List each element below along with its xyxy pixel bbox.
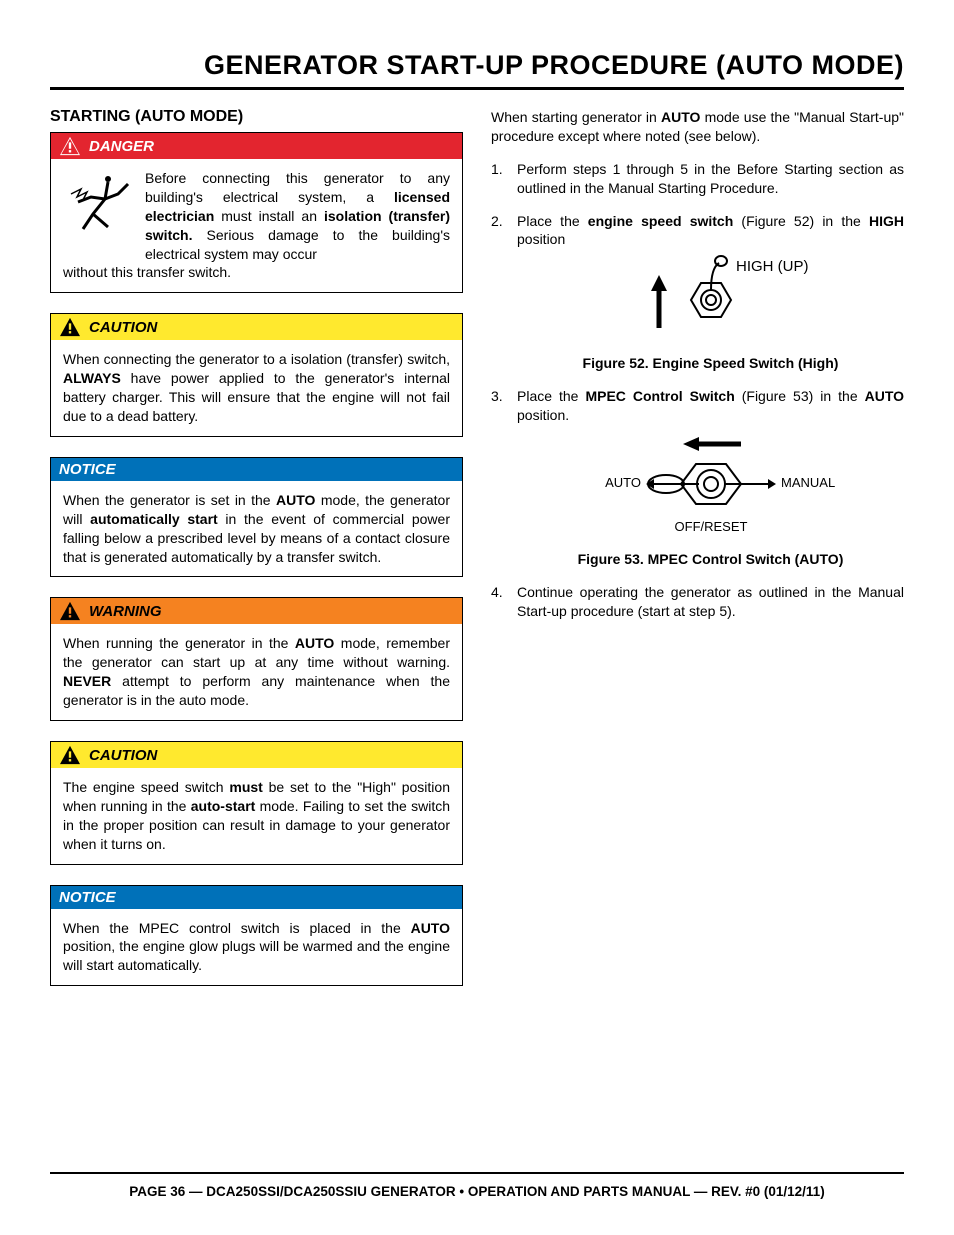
alert-caution-1-body: When connecting the generator to a isola… xyxy=(51,340,462,436)
t: position, the engine glow plugs will be … xyxy=(63,938,450,973)
t: Place the xyxy=(517,388,585,404)
alert-notice-2-label: NOTICE xyxy=(59,889,116,906)
alert-notice-1-header: NOTICE xyxy=(51,458,462,481)
t: (Figure 52) in the xyxy=(733,213,869,229)
t: When connecting the generator to a isola… xyxy=(63,351,450,367)
triangle-exclamation-icon xyxy=(59,745,81,765)
t: When running the generator in the xyxy=(63,635,295,651)
t: When the generator is set in the xyxy=(63,492,276,508)
t: position xyxy=(517,231,565,247)
intro-paragraph: When starting generator in AUTO mode use… xyxy=(491,108,904,146)
alert-danger: DANGER Before co xyxy=(50,132,463,293)
alert-danger-text-tail: without this transfer switch. xyxy=(63,264,231,280)
t: When starting generator in xyxy=(491,109,661,125)
alert-caution-2-label: CAUTION xyxy=(89,747,157,764)
step-1: Perform steps 1 through 5 in the Before … xyxy=(491,160,904,198)
t: ALWAYS xyxy=(63,370,121,386)
t: (Figure 53) in the xyxy=(735,388,865,404)
alert-danger-body: Before connecting this generator to any … xyxy=(51,159,462,292)
t: AUTO xyxy=(295,635,334,651)
t: auto-start xyxy=(191,798,256,814)
step-2: Place the engine speed switch (Figure 52… xyxy=(491,212,904,374)
alert-danger-label: DANGER xyxy=(89,138,154,155)
alert-danger-header: DANGER xyxy=(51,133,462,159)
alert-warning-body: When running the generator in the AUTO m… xyxy=(51,624,462,720)
svg-text:AUTO: AUTO xyxy=(605,475,641,490)
t: have power applied to the generator's in… xyxy=(63,370,450,424)
triangle-exclamation-icon xyxy=(59,136,81,156)
section-heading-starting: STARTING (AUTO MODE) xyxy=(50,108,463,126)
alert-caution-2: CAUTION The engine speed switch must be … xyxy=(50,741,463,865)
alert-warning-header: WARNING xyxy=(51,598,462,624)
page-title: GENERATOR START-UP PROCEDURE (AUTO MODE) xyxy=(50,50,904,90)
alert-notice-2: NOTICE When the MPEC control switch is p… xyxy=(50,885,463,987)
alert-notice-2-body: When the MPEC control switch is placed i… xyxy=(51,909,462,986)
alert-notice-2-header: NOTICE xyxy=(51,886,462,909)
t: attempt to perform any maintenance when … xyxy=(63,673,450,708)
t: AUTO xyxy=(865,388,904,404)
t: engine speed switch xyxy=(588,213,733,229)
alert-notice-1: NOTICE When the generator is set in the … xyxy=(50,457,463,578)
alert-caution-2-header: CAUTION xyxy=(51,742,462,768)
step-4: Continue operating the generator as outl… xyxy=(491,583,904,621)
step-3: Place the MPEC Control Switch (Figure 53… xyxy=(491,387,904,569)
t: automatically start xyxy=(90,511,218,527)
t: Place the xyxy=(517,213,588,229)
triangle-exclamation-icon xyxy=(59,317,81,337)
alert-caution-1-label: CAUTION xyxy=(89,319,157,336)
alert-notice-1-body: When the generator is set in the AUTO mo… xyxy=(51,481,462,577)
alert-danger-text-wrapped: Before connecting this generator to any … xyxy=(145,169,450,263)
svg-text:MANUAL: MANUAL xyxy=(781,475,835,490)
alert-notice-1-label: NOTICE xyxy=(59,461,116,478)
alert-warning: WARNING When running the generator in th… xyxy=(50,597,463,721)
t: AUTO xyxy=(411,920,450,936)
alert-caution-2-body: The engine speed switch must be set to t… xyxy=(51,768,462,864)
figure-53-caption: Figure 53. MPEC Control Switch (AUTO) xyxy=(517,550,904,569)
alert-warning-label: WARNING xyxy=(89,603,162,620)
t: position. xyxy=(517,407,569,423)
t: AUTO xyxy=(276,492,315,508)
left-column: STARTING (AUTO MODE) DANGER xyxy=(50,108,463,1006)
t: must xyxy=(229,779,262,795)
triangle-exclamation-icon xyxy=(59,601,81,621)
t: When the MPEC control switch is placed i… xyxy=(63,920,411,936)
electrical-shock-icon xyxy=(63,169,135,241)
figure-52-caption: Figure 52. Engine Speed Switch (High) xyxy=(517,354,904,373)
t: HIGH xyxy=(869,213,904,229)
t: NEVER xyxy=(63,673,111,689)
svg-text:OFF/RESET: OFF/RESET xyxy=(674,519,747,534)
right-column: When starting generator in AUTO mode use… xyxy=(491,108,904,1006)
page-footer: PAGE 36 — DCA250SSI/DCA250SSIU GENERATOR… xyxy=(50,1172,904,1199)
t: must install an xyxy=(214,208,324,224)
t: The engine speed switch xyxy=(63,779,229,795)
t: MPEC Control Switch xyxy=(585,388,734,404)
alert-caution-1: CAUTION When connecting the generator to… xyxy=(50,313,463,437)
figure-52: HIGH (UP) Figure 52. Engine Speed Switch… xyxy=(517,253,904,373)
fig52-high-label: HIGH (UP) xyxy=(736,258,809,275)
content-columns: STARTING (AUTO MODE) DANGER xyxy=(50,108,904,1006)
alert-caution-1-header: CAUTION xyxy=(51,314,462,340)
steps-list: Perform steps 1 through 5 in the Before … xyxy=(491,160,904,621)
figure-53: AUTO MANUAL OFF/RESET xyxy=(517,429,904,569)
t: AUTO xyxy=(661,109,700,125)
